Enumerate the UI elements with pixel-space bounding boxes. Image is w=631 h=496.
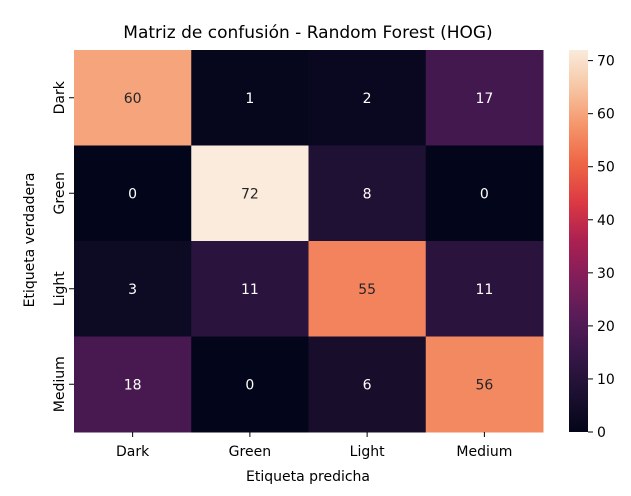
heatmap-cell (74, 50, 192, 146)
colorbar-tick-label: 70 (597, 54, 615, 70)
x-tick-label: Medium (456, 444, 512, 460)
chart-title: Matriz de confusión - Random Forest (HOG… (123, 23, 492, 43)
x-tick-label: Green (229, 444, 271, 460)
heatmap-cell (74, 241, 192, 337)
cell-value-label: 0 (245, 377, 254, 393)
cell-value-label: 17 (475, 91, 493, 107)
colorbar-tick-label: 30 (597, 266, 615, 282)
colorbar-tick-label: 10 (597, 372, 615, 388)
heatmap-cell (425, 145, 544, 242)
cell-value-label: 0 (128, 186, 137, 202)
colorbar-tick-label: 40 (597, 213, 615, 229)
heatmap-cell (425, 241, 544, 337)
y-tick-label: Light (52, 271, 68, 306)
heatmap-cell (191, 145, 309, 242)
cell-value-label: 72 (241, 186, 259, 202)
colorbar-tick-label: 60 (597, 107, 615, 123)
y-axis-ticks: Dark Green Light Medium (52, 80, 74, 412)
colorbar-tick-label: 50 (597, 160, 615, 176)
heatmap-cell (74, 336, 192, 433)
cell-value-label: 18 (124, 377, 142, 393)
heatmap-cell (308, 50, 427, 146)
x-tick-label: Light (350, 444, 385, 460)
cell-value-label: 56 (475, 377, 493, 393)
cell-value-label: 2 (363, 91, 372, 107)
x-axis-ticks: Dark Green Light Medium (116, 432, 512, 460)
heatmap-cells: 60 1 2 17 0 72 8 0 3 11 55 11 18 0 6 56 (74, 50, 544, 433)
heatmap-cell (191, 336, 309, 433)
cell-value-label: 1 (245, 91, 254, 107)
cell-value-label: 55 (358, 282, 376, 298)
colorbar-tick-label: 0 (597, 425, 606, 441)
heatmap-cell (308, 145, 427, 242)
heatmap-cell (425, 336, 544, 433)
cell-value-label: 8 (363, 186, 372, 202)
heatmap-cell (308, 241, 427, 337)
cell-value-label: 3 (128, 282, 137, 298)
y-tick-label: Dark (52, 80, 68, 114)
heatmap-cell (74, 145, 192, 242)
x-axis-label: Etiqueta predicha (246, 469, 370, 485)
cell-value-label: 6 (363, 377, 372, 393)
cell-value-label: 11 (475, 282, 493, 298)
cell-value-label: 11 (241, 282, 259, 298)
cell-value-label: 60 (124, 91, 142, 107)
heatmap-cell (425, 50, 544, 146)
y-axis-label: Etiqueta verdadera (22, 173, 38, 308)
cell-value-label: 0 (480, 186, 489, 202)
y-tick-label: Green (52, 172, 68, 214)
y-tick-label: Medium (52, 356, 68, 412)
heatmap-cell (308, 336, 427, 433)
colorbar (569, 50, 588, 432)
colorbar-tick-label: 20 (597, 319, 615, 335)
colorbar-ticks: 0 10 20 30 40 50 60 70 (588, 54, 615, 441)
x-tick-label: Dark (116, 444, 150, 460)
heatmap-cell (191, 50, 309, 146)
heatmap-cell (191, 241, 309, 337)
